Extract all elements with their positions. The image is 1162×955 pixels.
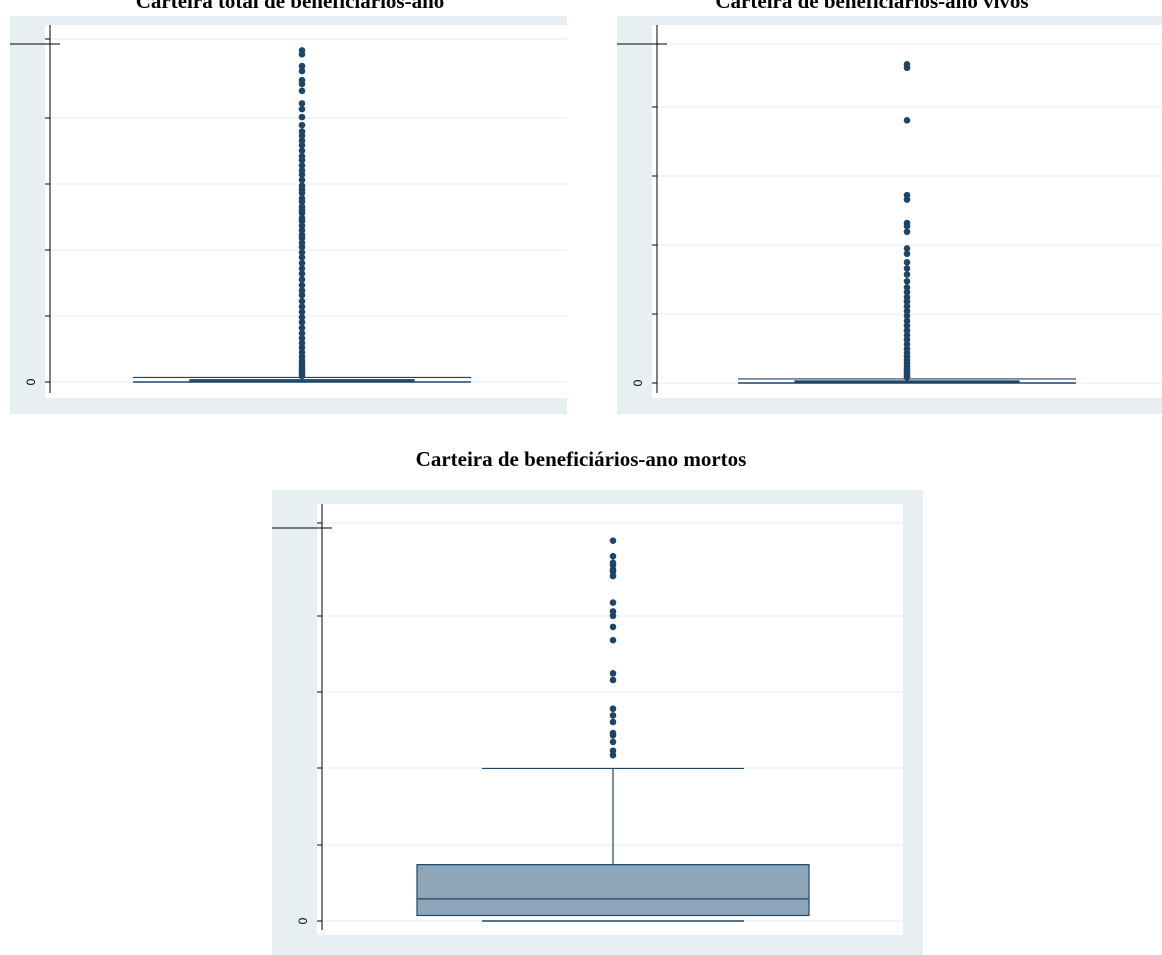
outlier-point xyxy=(298,339,306,347)
outlier-point xyxy=(609,751,617,759)
outlier-point xyxy=(609,537,617,544)
outlier-point xyxy=(298,147,306,154)
outlier-point xyxy=(609,612,617,620)
outlier-point xyxy=(298,67,306,75)
outlier-point xyxy=(903,265,911,272)
outlier-point xyxy=(903,307,911,315)
chart-1-title: Carteira total de beneficiários-ano xyxy=(135,0,445,13)
outlier-point xyxy=(298,50,306,58)
chart-2-panel: 0 xyxy=(617,16,1162,414)
outlier-point xyxy=(298,318,306,326)
y-tick-label: 0 xyxy=(296,917,310,924)
outlier-point xyxy=(903,222,911,230)
y-tick-label: 0 xyxy=(24,378,38,385)
outlier-point xyxy=(903,64,911,72)
outlier-point xyxy=(903,312,911,320)
chart-3-panel: 0 xyxy=(272,490,923,955)
outlier-point xyxy=(298,100,306,107)
outlier-point xyxy=(298,329,306,337)
outlier-point xyxy=(903,322,911,330)
chart-3-title: Carteira de beneficiários-ano mortos xyxy=(415,447,747,471)
outlier-point xyxy=(298,189,306,197)
outlier-point xyxy=(903,245,911,252)
outlier-point xyxy=(903,228,911,236)
outlier-point xyxy=(609,572,617,580)
outlier-point xyxy=(298,334,306,342)
outlier-point xyxy=(298,227,306,234)
outlier-point xyxy=(903,284,911,291)
outlier-point xyxy=(609,552,617,560)
outlier-point xyxy=(609,738,617,746)
outlier-point xyxy=(298,287,306,294)
outlier-point xyxy=(298,62,306,70)
outlier-point xyxy=(903,327,911,334)
outlier-point xyxy=(298,313,306,321)
outlier-point xyxy=(298,234,306,242)
outlier-point xyxy=(609,731,617,739)
outlier-point xyxy=(903,373,911,381)
outlier-point xyxy=(609,676,617,684)
outlier-point xyxy=(298,372,306,380)
outlier-point xyxy=(298,217,306,225)
outlier-point xyxy=(903,303,911,310)
outlier-point xyxy=(609,599,617,606)
outlier-point xyxy=(903,278,911,285)
outlier-point xyxy=(298,198,306,206)
chart-2-title: Carteira de beneficiários-ano vivos xyxy=(715,0,1029,13)
outlier-point xyxy=(298,249,306,256)
outlier-point xyxy=(298,291,306,299)
outlier-point xyxy=(903,288,911,296)
y-tick-label: 0 xyxy=(631,379,645,386)
chart-1-svg: 0 xyxy=(10,25,567,398)
outlier-point xyxy=(903,271,911,278)
chart-1-panel: 0 xyxy=(10,16,567,414)
outlier-point xyxy=(298,176,306,184)
outlier-point xyxy=(298,171,306,178)
outlier-point xyxy=(298,113,306,121)
outlier-point xyxy=(609,712,617,719)
outlier-point xyxy=(298,270,306,278)
outlier-point xyxy=(298,121,306,129)
outlier-point xyxy=(298,344,306,352)
outlier-point xyxy=(298,276,306,283)
plot-region xyxy=(45,25,567,398)
outlier-point xyxy=(609,636,617,644)
box-iqr xyxy=(416,864,810,917)
outlier-point xyxy=(298,142,306,149)
outlier-point xyxy=(903,317,911,325)
outlier-point xyxy=(298,308,306,316)
outlier-point xyxy=(298,265,306,272)
outlier-point xyxy=(298,303,306,310)
outlier-point xyxy=(903,259,911,266)
outlier-point xyxy=(298,222,306,230)
outlier-point xyxy=(298,259,306,267)
outlier-point xyxy=(298,254,306,261)
outlier-point xyxy=(298,162,306,169)
outlier-point xyxy=(298,105,306,113)
outlier-point xyxy=(298,297,306,305)
outlier-point xyxy=(903,250,911,258)
outlier-point xyxy=(298,80,306,88)
chart-3-svg: 0 xyxy=(272,504,903,935)
outlier-point xyxy=(903,196,911,203)
outlier-point xyxy=(298,132,306,140)
outlier-point xyxy=(298,324,306,332)
outlier-point xyxy=(903,336,911,343)
outlier-point xyxy=(609,670,617,677)
chart-2-svg: 0 xyxy=(617,25,1162,398)
outlier-point xyxy=(609,705,617,713)
outlier-point xyxy=(609,623,617,631)
outlier-point xyxy=(903,298,911,305)
outlier-point xyxy=(298,87,306,95)
outlier-point xyxy=(298,243,306,251)
outlier-point xyxy=(298,281,306,289)
outlier-point xyxy=(298,209,306,217)
outlier-point xyxy=(903,116,911,124)
outlier-point xyxy=(298,156,306,164)
outlier-point xyxy=(609,718,617,726)
outlier-point xyxy=(298,137,306,145)
